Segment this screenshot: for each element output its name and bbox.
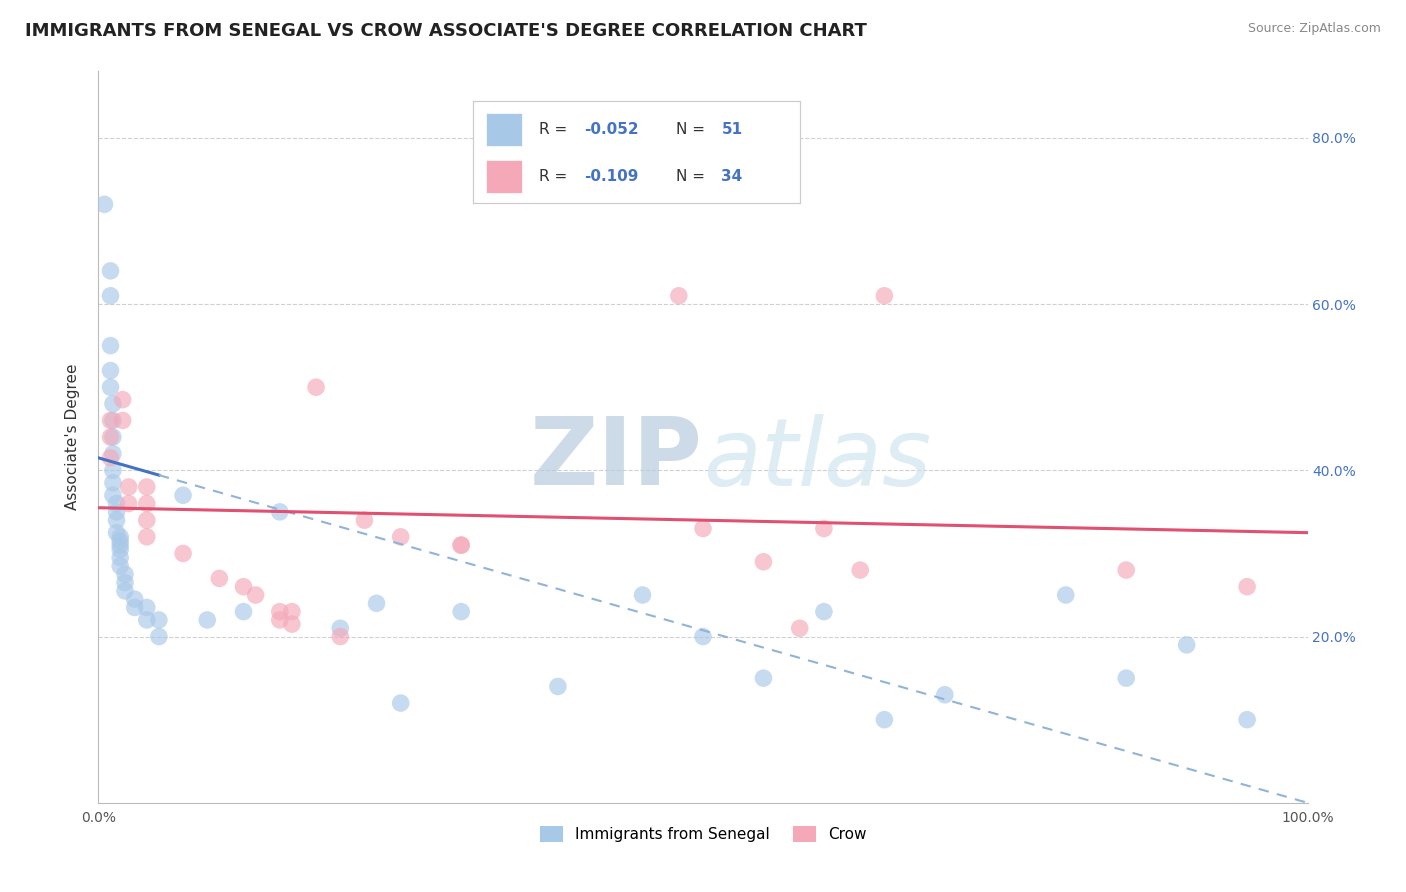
Point bbox=[108, 538, 131, 552]
Point bbox=[100, 450, 122, 465]
Point bbox=[100, 363, 122, 377]
Point bbox=[101, 397, 124, 411]
Point bbox=[124, 592, 146, 607]
Point bbox=[692, 521, 714, 535]
Point bbox=[114, 567, 136, 582]
Point bbox=[245, 588, 267, 602]
Point bbox=[93, 197, 115, 211]
Point bbox=[148, 613, 170, 627]
Point bbox=[105, 505, 128, 519]
Point bbox=[100, 413, 122, 427]
Point bbox=[135, 600, 157, 615]
Point bbox=[450, 538, 472, 552]
Point bbox=[1054, 588, 1077, 602]
Legend: Immigrants from Senegal, Crow: Immigrants from Senegal, Crow bbox=[531, 819, 875, 850]
Point bbox=[111, 392, 134, 407]
Point bbox=[366, 596, 388, 610]
Text: atlas: atlas bbox=[703, 414, 931, 505]
Point bbox=[100, 264, 122, 278]
Point bbox=[305, 380, 328, 394]
Point bbox=[148, 630, 170, 644]
Point bbox=[269, 613, 291, 627]
Point bbox=[752, 555, 775, 569]
Point bbox=[135, 530, 157, 544]
Point bbox=[101, 447, 124, 461]
Point bbox=[849, 563, 872, 577]
Point bbox=[135, 613, 157, 627]
Point bbox=[108, 558, 131, 573]
Point bbox=[668, 289, 690, 303]
Point bbox=[101, 430, 124, 444]
Point bbox=[232, 605, 254, 619]
Point bbox=[269, 505, 291, 519]
Point bbox=[100, 430, 122, 444]
Point bbox=[114, 583, 136, 598]
Point bbox=[813, 521, 835, 535]
Point bbox=[631, 588, 654, 602]
Point bbox=[1115, 671, 1137, 685]
Point bbox=[172, 546, 194, 560]
Point bbox=[1236, 580, 1258, 594]
Point bbox=[934, 688, 956, 702]
Point bbox=[1115, 563, 1137, 577]
Point bbox=[329, 621, 352, 635]
Point bbox=[547, 680, 569, 694]
Point bbox=[281, 605, 304, 619]
Point bbox=[108, 530, 131, 544]
Point bbox=[111, 413, 134, 427]
Text: IMMIGRANTS FROM SENEGAL VS CROW ASSOCIATE'S DEGREE CORRELATION CHART: IMMIGRANTS FROM SENEGAL VS CROW ASSOCIAT… bbox=[25, 22, 868, 40]
Point bbox=[281, 617, 304, 632]
Point bbox=[389, 696, 412, 710]
Point bbox=[135, 497, 157, 511]
Point bbox=[108, 533, 131, 548]
Point bbox=[208, 571, 231, 585]
Point bbox=[1175, 638, 1198, 652]
Point bbox=[101, 475, 124, 490]
Point bbox=[100, 380, 122, 394]
Point bbox=[813, 605, 835, 619]
Point bbox=[124, 600, 146, 615]
Point bbox=[195, 613, 218, 627]
Point bbox=[114, 575, 136, 590]
Point bbox=[692, 630, 714, 644]
Point bbox=[100, 338, 122, 352]
Point bbox=[789, 621, 811, 635]
Point bbox=[329, 630, 352, 644]
Y-axis label: Associate's Degree: Associate's Degree bbox=[65, 364, 80, 510]
Point bbox=[135, 480, 157, 494]
Point bbox=[118, 497, 141, 511]
Text: Source: ZipAtlas.com: Source: ZipAtlas.com bbox=[1247, 22, 1381, 36]
Text: ZIP: ZIP bbox=[530, 413, 703, 505]
Point bbox=[108, 550, 131, 565]
Point bbox=[101, 413, 124, 427]
Point bbox=[108, 542, 131, 557]
Point bbox=[101, 488, 124, 502]
Point bbox=[100, 289, 122, 303]
Point bbox=[752, 671, 775, 685]
Point bbox=[389, 530, 412, 544]
Point bbox=[450, 605, 472, 619]
Point bbox=[232, 580, 254, 594]
Point bbox=[105, 513, 128, 527]
Point bbox=[101, 463, 124, 477]
Point bbox=[873, 713, 896, 727]
Point bbox=[1236, 713, 1258, 727]
Point bbox=[105, 525, 128, 540]
Point bbox=[450, 538, 472, 552]
Point bbox=[118, 480, 141, 494]
Point bbox=[105, 497, 128, 511]
Point bbox=[269, 605, 291, 619]
Point bbox=[353, 513, 375, 527]
Point bbox=[135, 513, 157, 527]
Point bbox=[172, 488, 194, 502]
Point bbox=[873, 289, 896, 303]
